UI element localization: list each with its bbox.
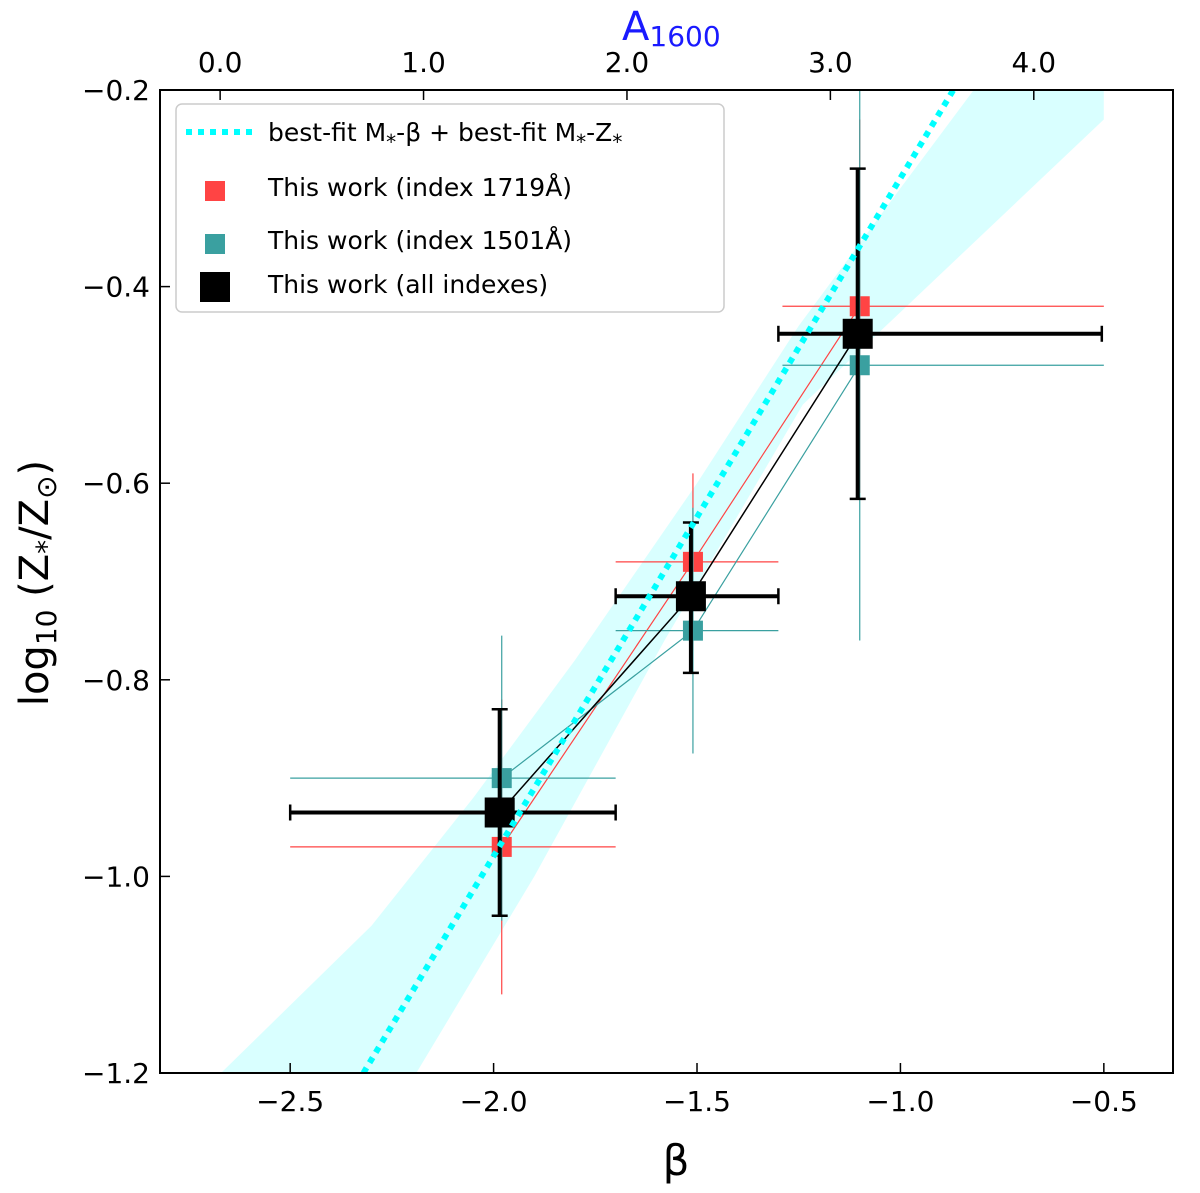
x-axis-label: β	[663, 1136, 690, 1185]
legend-marker-1501	[205, 234, 225, 254]
top-axis-label: A1600	[622, 4, 721, 53]
top-tick-label-4: 4.0	[1012, 46, 1057, 79]
legend-best-fit-sub1: *	[386, 130, 396, 154]
legend: best-fit M*-β + best-fit M*-Z* This work…	[175, 103, 725, 313]
legend-best-fit-sub3: *	[612, 130, 622, 154]
y-axis-label-open: (Z	[12, 554, 58, 610]
y-tick-label-0: −1.2	[82, 1057, 150, 1090]
legend-marker-all	[200, 272, 230, 302]
top-tick-label-2: 2.0	[605, 46, 650, 79]
legend-best-fit-part3: -Z	[586, 118, 612, 147]
legend-best-fit-part1: best-fit M	[268, 118, 386, 147]
y-axis-label-close: )	[12, 460, 58, 476]
x-tick-label-2: −1.5	[663, 1085, 731, 1118]
series-2-marker-0	[484, 797, 515, 828]
x-tick-label-4: −0.5	[1070, 1085, 1138, 1118]
y-tick-label-5: −0.2	[82, 74, 150, 107]
y-tick-label-3: −0.6	[82, 467, 150, 500]
best-fit-band	[221, 90, 1104, 1073]
y-axis-label-zsun: /Z	[12, 499, 58, 540]
top-axis-label-sub: 1600	[649, 20, 720, 53]
series-2-marker-1	[675, 581, 706, 612]
y-axis-label-sub10: 10	[30, 610, 63, 646]
y-tick-label-4: −0.4	[82, 271, 150, 304]
series-2-marker-2	[842, 318, 873, 349]
y-tick-label-2: −0.8	[82, 664, 150, 697]
plot-frame	[159, 89, 1174, 1074]
top-tick-label-3: 3.0	[808, 46, 853, 79]
y-axis-label-star: *	[30, 540, 63, 554]
y-axis-label-log: log	[12, 645, 58, 706]
top-tick-label-0: 0.0	[198, 46, 243, 79]
best-fit-band-layer	[221, 90, 1104, 1073]
legend-label-best-fit: best-fit M*-β + best-fit M*-Z*	[268, 118, 622, 154]
legend-box	[175, 103, 725, 313]
axis-ticks: −2.5 −2.0 −1.5 −1.0 −0.5 −1.2 −1.0 −0.8 −0.6 −0.4…	[82, 46, 1138, 1118]
legend-marker-1719	[205, 181, 225, 201]
top-tick-label-1: 1.0	[401, 46, 446, 79]
legend-best-fit-sub2: *	[576, 130, 586, 154]
y-axis-label: log10 (Z*/Z⊙)	[12, 460, 63, 706]
top-axis-label-main: A	[622, 4, 650, 50]
series-1-marker-2	[849, 355, 870, 376]
x-tick-label-1: −2.0	[460, 1085, 528, 1118]
legend-label-all: This work (all indexes)	[267, 270, 548, 299]
y-axis-label-sun: ⊙	[30, 475, 63, 498]
x-tick-label-3: −1.0	[866, 1085, 934, 1118]
series-1-marker-1	[682, 620, 703, 641]
legend-best-fit-part2: -β + best-fit M	[396, 118, 576, 147]
legend-label-1501: This work (index 1501Å)	[267, 226, 572, 255]
y-tick-label-1: −1.0	[82, 860, 150, 893]
series-1-marker-0	[491, 768, 512, 789]
x-tick-label-0: −2.5	[256, 1085, 324, 1118]
legend-label-1719: This work (index 1719Å)	[267, 173, 572, 202]
